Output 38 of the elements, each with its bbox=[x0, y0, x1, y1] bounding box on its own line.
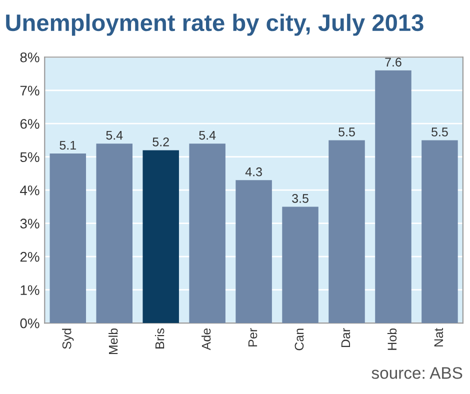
y-tick-label: 0% bbox=[20, 318, 40, 328]
y-tick-label: 4% bbox=[20, 186, 40, 196]
data-label: 4.3 bbox=[245, 167, 262, 176]
x-tick-label: Hob bbox=[387, 328, 397, 350]
data-label: 5.2 bbox=[152, 138, 169, 146]
data-label: 5.4 bbox=[106, 130, 123, 140]
bar bbox=[422, 140, 458, 324]
bar bbox=[189, 144, 226, 324]
bar bbox=[328, 140, 365, 324]
bar bbox=[50, 154, 86, 324]
data-label: 3.5 bbox=[292, 194, 308, 203]
bar bbox=[236, 180, 272, 324]
x-tick-label: Bris bbox=[155, 328, 164, 348]
y-tick-label: 3% bbox=[20, 218, 40, 229]
y-tick-label: 2% bbox=[20, 252, 40, 262]
x-tick-label: Nat bbox=[434, 328, 444, 346]
x-tick-label: Syd bbox=[62, 328, 74, 349]
bar bbox=[375, 70, 412, 324]
x-tick-label: Melb bbox=[108, 328, 118, 354]
bar bbox=[96, 144, 132, 324]
x-tick-label: Ade bbox=[201, 328, 211, 350]
data-label: 5.4 bbox=[199, 130, 216, 140]
y-tick-label: 5% bbox=[20, 152, 40, 162]
y-tick-label: 8% bbox=[20, 52, 40, 62]
x-tick-label: Can bbox=[294, 328, 304, 350]
data-label: 5.5 bbox=[432, 128, 448, 136]
y-tick-label: 7% bbox=[20, 86, 40, 96]
y-tick-label: 1% bbox=[20, 285, 40, 295]
chart-title: Unemployment rate by city, July 2013 bbox=[6, 14, 424, 36]
x-tick-label: Per bbox=[248, 328, 258, 346]
y-tick-label: 6% bbox=[20, 118, 40, 129]
data-label: 5.5 bbox=[338, 128, 355, 136]
x-tick-label: Dar bbox=[341, 328, 350, 348]
source-note: source: ABS bbox=[372, 367, 462, 379]
data-label: 7.6 bbox=[385, 58, 402, 67]
bar bbox=[142, 150, 179, 324]
bar bbox=[282, 206, 318, 324]
data-label: 5.1 bbox=[60, 140, 76, 150]
